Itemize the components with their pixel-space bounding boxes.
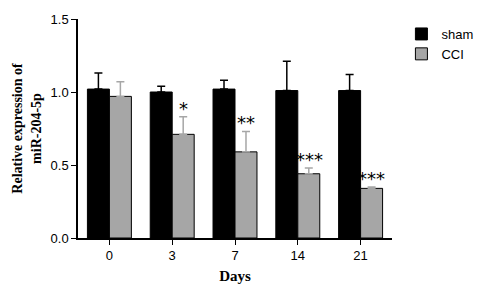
svg-text:0.5: 0.5	[51, 158, 69, 173]
svg-text:Days: Days	[219, 268, 251, 284]
svg-text:**: **	[237, 112, 255, 133]
svg-text:1.0: 1.0	[51, 85, 69, 100]
svg-text:7: 7	[231, 248, 238, 263]
svg-text:CCI: CCI	[441, 47, 463, 62]
svg-text:*: *	[179, 98, 188, 119]
svg-text:1.5: 1.5	[51, 12, 69, 27]
svg-text:0: 0	[106, 248, 113, 263]
svg-text:14: 14	[291, 248, 305, 263]
svg-text:Relative expression ofmiR-204-: Relative expression ofmiR-204-5p	[10, 63, 43, 194]
svg-text:sham: sham	[441, 27, 473, 42]
svg-text:0.0: 0.0	[51, 231, 69, 246]
svg-text:3: 3	[169, 248, 176, 263]
svg-text:***: ***	[296, 149, 323, 170]
svg-text:***: ***	[358, 168, 385, 189]
svg-text:21: 21	[353, 248, 367, 263]
